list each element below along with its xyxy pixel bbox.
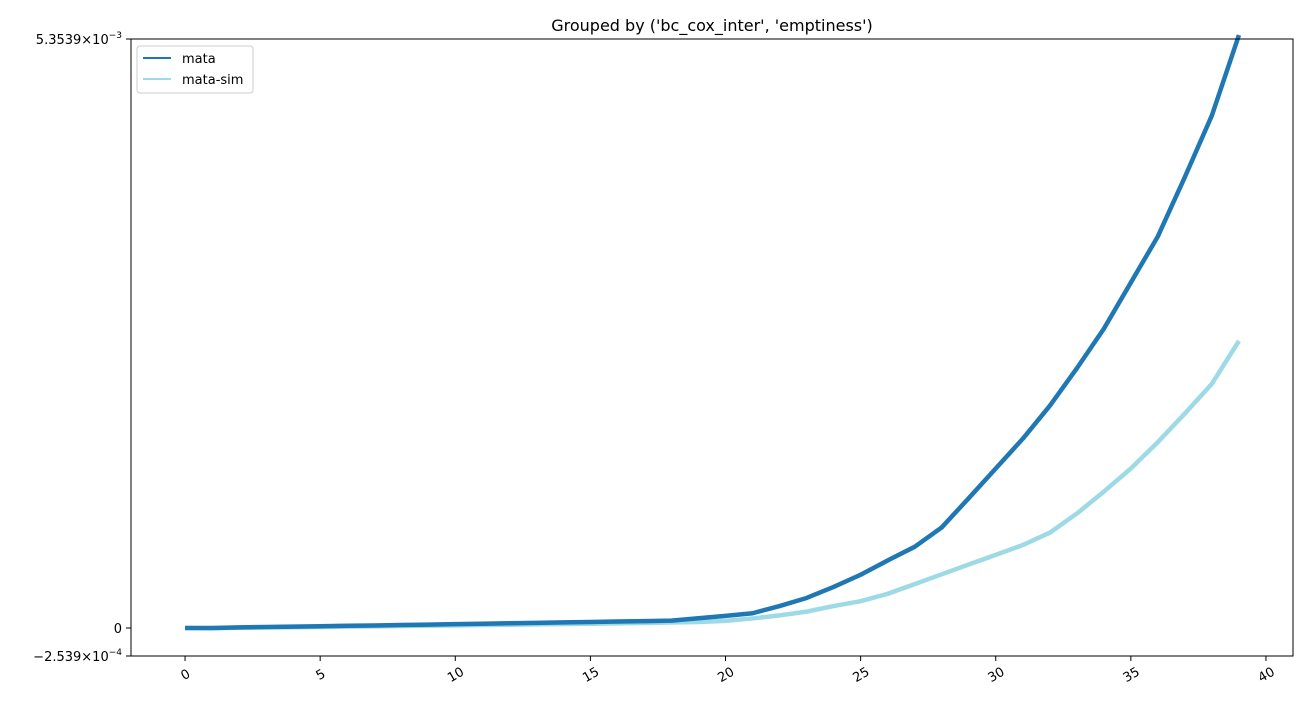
y-tick-label: −2.539×10−4: [33, 648, 122, 665]
legend-label: mata-sim: [182, 73, 243, 88]
x-tick-label: 40: [1256, 665, 1278, 686]
x-tick-label: 0: [178, 667, 193, 684]
y-axis: 5.3539×10−3 0 −2.539×10−4: [33, 31, 131, 665]
series-line-0: [185, 34, 1242, 631]
x-axis: 0 5 10 15 20 25 30 35 40: [178, 656, 1278, 686]
chart-title: Grouped by ('bc_cox_inter', 'emptiness'): [551, 16, 873, 36]
x-tick-label: 20: [715, 665, 737, 686]
x-tick-label: 5: [314, 667, 329, 684]
x-tick-label: 15: [580, 665, 602, 686]
x-tick-label: 10: [445, 665, 467, 686]
plot-frame: [130, 38, 1294, 657]
series-lines: [185, 34, 1242, 631]
series-line-1: [185, 339, 1241, 631]
legend-label: mata: [182, 52, 216, 67]
y-tick-label: 0: [114, 622, 122, 637]
x-tick-label: 30: [986, 665, 1008, 686]
y-tick-label: 5.3539×10−3: [36, 31, 122, 48]
x-tick-label: 35: [1121, 665, 1143, 686]
legend: mata mata-sim: [136, 45, 254, 94]
x-tick-label: 25: [850, 665, 872, 686]
